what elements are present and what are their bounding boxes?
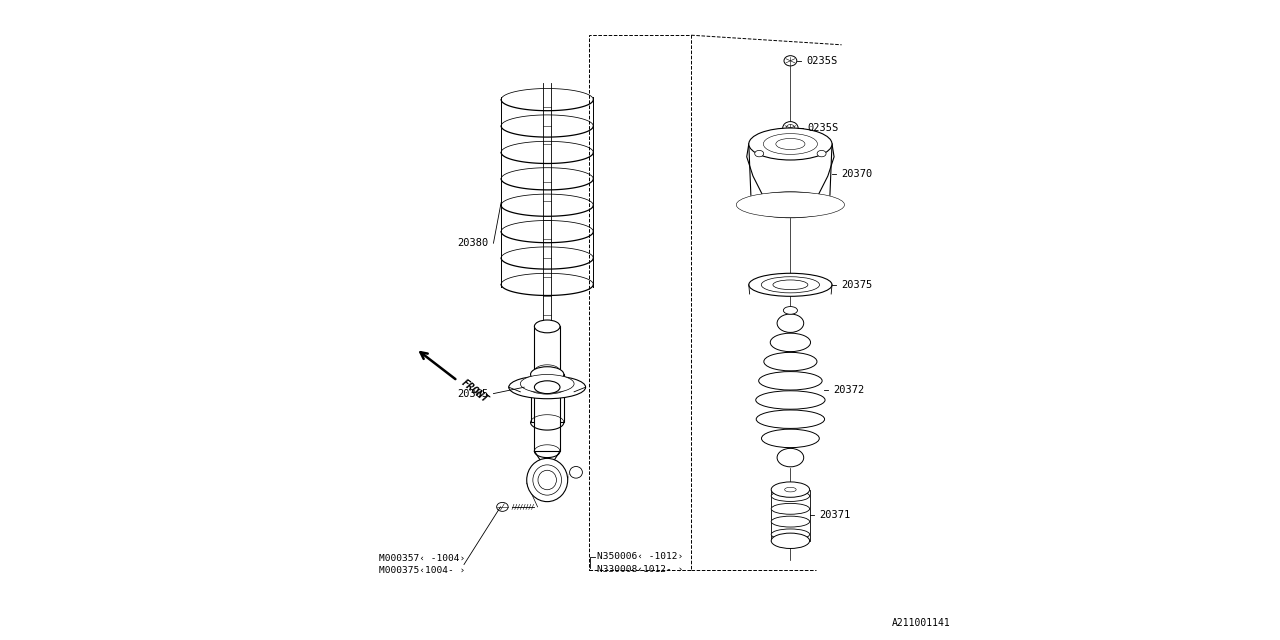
Text: N330008‹1012- ›: N330008‹1012- › — [596, 565, 684, 574]
Bar — [530, 374, 563, 422]
Ellipse shape — [756, 410, 824, 428]
Ellipse shape — [785, 487, 796, 492]
Text: M000375‹1004- ›: M000375‹1004- › — [379, 566, 465, 575]
Ellipse shape — [535, 320, 561, 333]
Ellipse shape — [771, 516, 810, 527]
Bar — [535, 326, 561, 371]
Bar — [535, 387, 561, 451]
Ellipse shape — [527, 458, 568, 502]
Ellipse shape — [532, 465, 562, 495]
Ellipse shape — [535, 381, 561, 394]
Ellipse shape — [570, 467, 582, 478]
Ellipse shape — [531, 367, 564, 382]
Text: 20375: 20375 — [842, 280, 873, 290]
Ellipse shape — [529, 380, 567, 394]
Ellipse shape — [749, 128, 832, 160]
Text: 20371: 20371 — [819, 510, 850, 520]
Ellipse shape — [736, 192, 845, 218]
Ellipse shape — [771, 533, 810, 548]
Text: A211001141: A211001141 — [892, 618, 950, 628]
Ellipse shape — [817, 150, 826, 157]
Text: FRONT: FRONT — [460, 378, 490, 404]
Ellipse shape — [777, 449, 804, 467]
Ellipse shape — [771, 490, 810, 502]
Ellipse shape — [783, 122, 799, 134]
Ellipse shape — [759, 372, 822, 390]
Bar — [589, 35, 691, 570]
Ellipse shape — [762, 429, 819, 447]
Ellipse shape — [538, 470, 557, 490]
Text: 20380: 20380 — [457, 238, 489, 248]
Ellipse shape — [771, 333, 810, 351]
Ellipse shape — [497, 502, 508, 511]
Ellipse shape — [755, 150, 764, 157]
Text: 20372: 20372 — [833, 385, 864, 396]
Ellipse shape — [783, 307, 797, 314]
Ellipse shape — [764, 353, 817, 371]
Ellipse shape — [771, 482, 810, 497]
Text: 20370: 20370 — [842, 170, 873, 179]
Ellipse shape — [776, 138, 805, 150]
Ellipse shape — [777, 314, 804, 332]
Ellipse shape — [521, 374, 575, 393]
Ellipse shape — [763, 134, 818, 154]
Ellipse shape — [509, 376, 586, 399]
Text: M000357‹ -1004›: M000357‹ -1004› — [379, 554, 465, 563]
Text: 20365: 20365 — [457, 388, 489, 399]
Ellipse shape — [786, 124, 795, 131]
Text: 0235S: 0235S — [808, 123, 838, 133]
Text: 0235S: 0235S — [806, 56, 837, 66]
Ellipse shape — [783, 56, 796, 66]
Ellipse shape — [755, 391, 826, 409]
Ellipse shape — [749, 273, 832, 296]
Ellipse shape — [762, 276, 819, 293]
Ellipse shape — [771, 503, 810, 515]
Ellipse shape — [771, 529, 810, 540]
Ellipse shape — [773, 280, 808, 290]
Ellipse shape — [746, 192, 835, 218]
Text: N350006‹ -1012›: N350006‹ -1012› — [596, 552, 684, 561]
